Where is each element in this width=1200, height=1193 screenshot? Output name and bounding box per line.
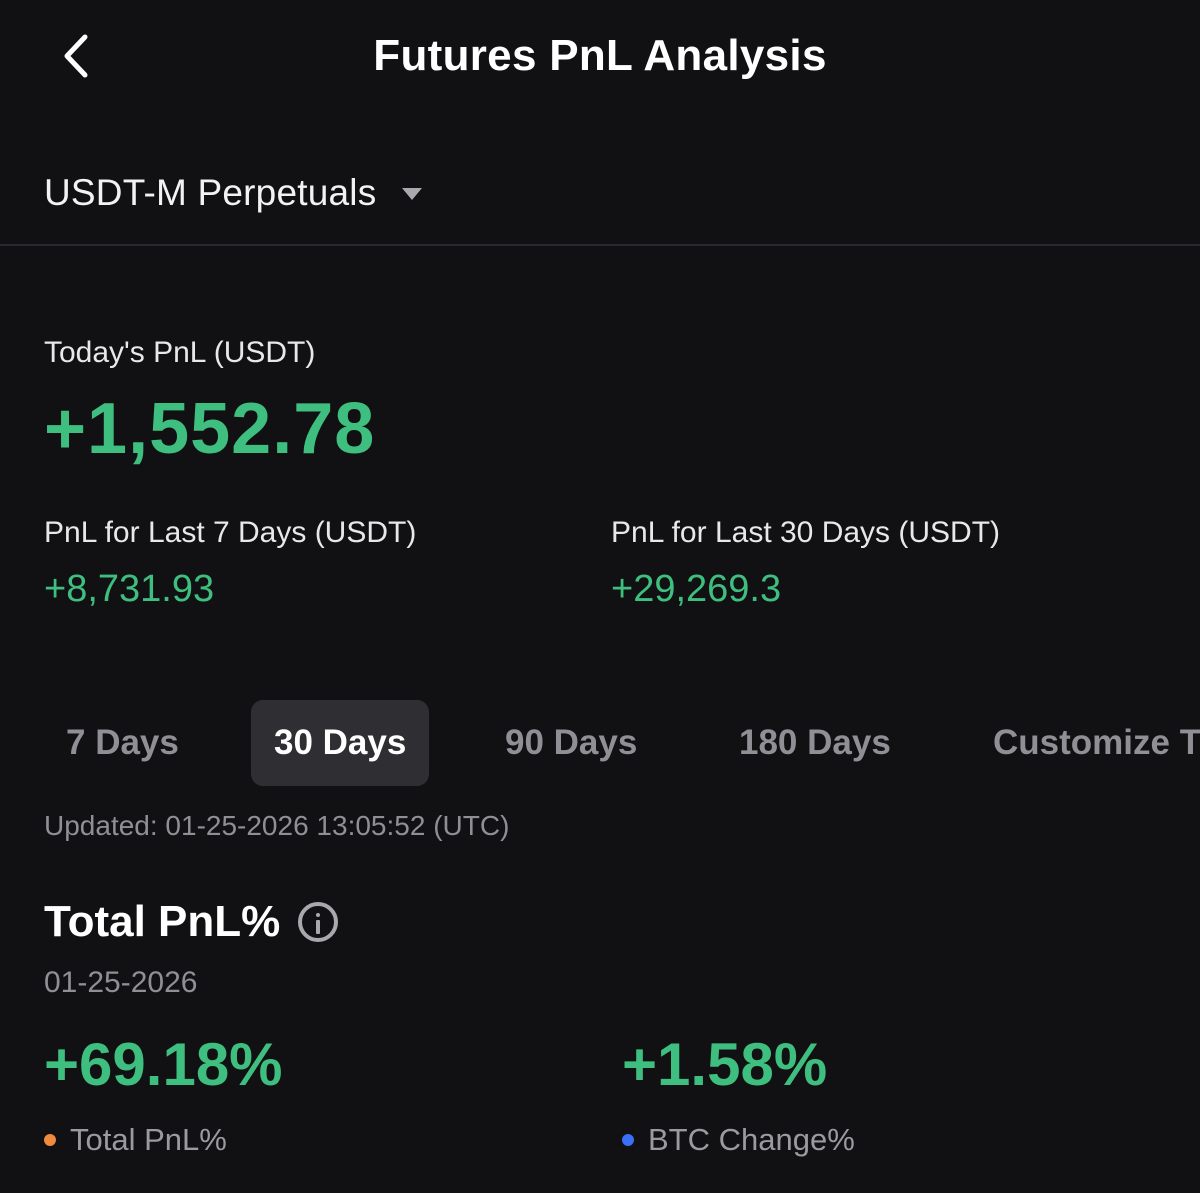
legend-total-pnl-label: Total PnL%	[70, 1122, 227, 1157]
legend-dot-orange	[44, 1134, 56, 1146]
product-selector[interactable]: USDT-M Perpetuals	[44, 166, 423, 220]
legend-dot-blue	[622, 1134, 634, 1146]
legend-btc-change-label: BTC Change%	[648, 1122, 855, 1157]
btc-change-percent-value: +1.58%	[622, 1031, 828, 1098]
today-pnl-value: +1,552.78	[44, 389, 376, 469]
pnl-30-days-value: +29,269.3	[611, 568, 782, 610]
legend-btc-change: BTC Change%	[622, 1122, 855, 1158]
pnl-30-days-label: PnL for Last 30 Days (USDT)	[611, 516, 1001, 549]
tab-30-days[interactable]: 30 Days	[251, 700, 430, 786]
total-pnl-header: Total PnL%	[44, 892, 339, 952]
back-button[interactable]	[52, 28, 100, 84]
updated-timestamp: Updated: 01-25-2026 13:05:52 (UTC)	[44, 810, 510, 841]
period-tabs: 7 Days 30 Days 90 Days 180 Days Customiz…	[44, 700, 1200, 788]
info-icon[interactable]	[298, 902, 339, 942]
chevron-left-icon	[64, 34, 88, 78]
tab-180-days[interactable]: 180 Days	[739, 723, 891, 762]
caret-down-icon	[402, 188, 423, 200]
tab-7-days[interactable]: 7 Days	[66, 723, 179, 762]
tab-customize[interactable]: Customize T	[993, 723, 1200, 762]
pnl-7-days-label: PnL for Last 7 Days (USDT)	[44, 516, 417, 549]
header-divider	[0, 244, 1200, 246]
pnl-7-days-value: +8,731.93	[44, 568, 215, 610]
legend-total-pnl: Total PnL%	[44, 1122, 227, 1158]
total-pnl-date: 01-25-2026	[44, 966, 198, 999]
total-pnl-title: Total PnL%	[44, 897, 281, 946]
total-pnl-percent-value: +69.18%	[44, 1031, 283, 1098]
product-selector-label: USDT-M Perpetuals	[44, 172, 377, 213]
tab-90-days[interactable]: 90 Days	[505, 723, 638, 762]
page-title: Futures PnL Analysis	[373, 31, 827, 80]
today-pnl-label: Today's PnL (USDT)	[44, 336, 316, 369]
